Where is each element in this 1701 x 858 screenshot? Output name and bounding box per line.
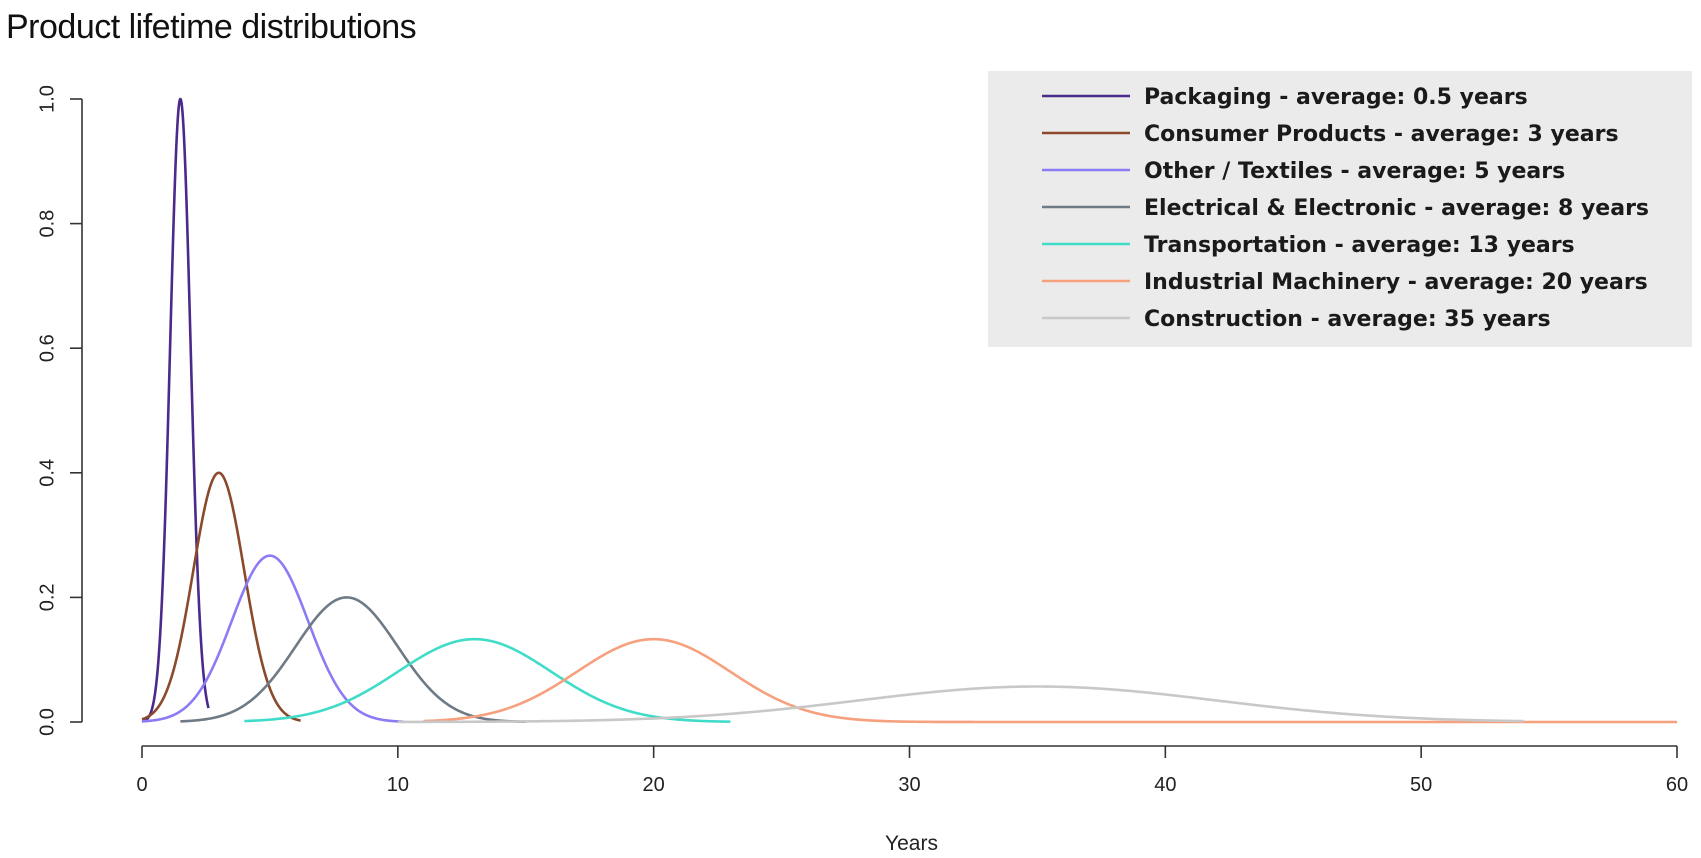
series-line-0: [140, 97, 210, 723]
legend-label-6: Construction - average: 35 years: [1144, 307, 1551, 332]
axes: 0 10 20 30 40 50 60 0.0 0.2 0.4 0.6 0.8 1.0 Years: [36, 85, 1688, 855]
series-line-4: [244, 637, 731, 723]
series-line-1: [141, 471, 302, 722]
chart-title: Product lifetime distributions: [6, 8, 417, 46]
y-tick-label: 0.0: [36, 708, 58, 736]
legend-label-4: Transportation - average: 13 years: [1144, 233, 1575, 258]
legend-label-0: Packaging - average: 0.5 years: [1144, 85, 1528, 110]
y-tick-label: 0.6: [36, 334, 58, 362]
legend-label-2: Other / Textiles - average: 5 years: [1144, 159, 1565, 184]
y-tick-label: 0.2: [36, 583, 58, 611]
y-tick-label: 0.8: [36, 210, 58, 238]
legend-box: [988, 71, 1692, 347]
series-line-3: [179, 596, 527, 724]
x-tick-label: 20: [643, 774, 665, 796]
x-tick-label: 0: [136, 774, 147, 796]
x-tick-label: 10: [387, 774, 409, 796]
x-tick-label: 40: [1154, 774, 1176, 796]
series-layer: [140, 97, 1677, 724]
x-tick-label: 50: [1410, 774, 1432, 796]
y-tick-label: 0.4: [36, 459, 58, 487]
series-line-5: [423, 637, 1677, 724]
legend: Packaging - average: 0.5 years Consumer P…: [988, 71, 1692, 347]
legend-label-3: Electrical & Electronic - average: 8 yea…: [1144, 196, 1649, 221]
y-tick-label: 1.0: [36, 85, 58, 113]
legend-label-1: Consumer Products - average: 3 years: [1144, 122, 1619, 147]
x-tick-label: 30: [898, 774, 920, 796]
x-axis-label: Years: [885, 832, 938, 855]
legend-label-5: Industrial Machinery - average: 20 years: [1144, 270, 1648, 295]
series-line-2: [141, 554, 404, 723]
x-tick-label: 60: [1666, 774, 1688, 796]
series-line-6: [397, 685, 1524, 724]
